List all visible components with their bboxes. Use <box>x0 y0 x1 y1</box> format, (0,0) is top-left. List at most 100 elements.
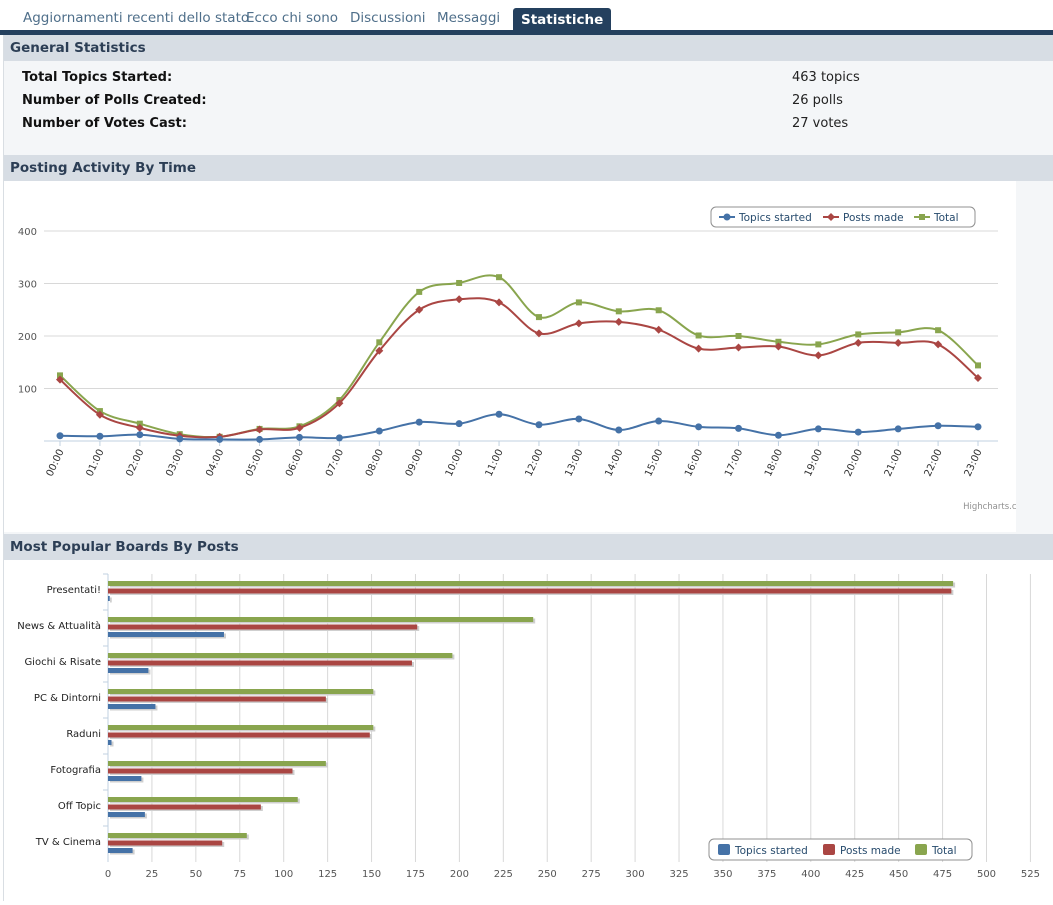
line-point-total <box>735 333 742 339</box>
line-chart-x-tick-label: 17:00 <box>723 448 745 479</box>
line-point-total <box>975 362 981 369</box>
line-chart-x-tick-label: 12:00 <box>524 448 546 479</box>
general-statistics-title: General Statistics <box>10 40 146 56</box>
stat-label-topics: Total Topics Started: <box>22 70 173 85</box>
bar-posts <box>108 804 261 810</box>
bar-topics <box>108 632 224 637</box>
bar-posts <box>108 768 293 774</box>
bar-chart-category-label: Giochi & Risate <box>24 657 101 668</box>
line-chart-x-tick-label: 16:00 <box>683 448 705 479</box>
line-point-posts <box>335 399 344 408</box>
bar-total <box>108 689 374 694</box>
bar-chart-x-tick-label: 0 <box>105 869 111 880</box>
line-point-topics <box>56 432 64 440</box>
line-point-total <box>935 327 942 334</box>
line-point-posts <box>854 338 863 347</box>
bar-shadow <box>110 597 112 603</box>
bar-legend-label: Posts made <box>840 845 901 857</box>
bar-chart-x-tick-label: 350 <box>713 869 732 880</box>
bar-chart-x-tick-label: 425 <box>845 869 864 880</box>
line-point-posts <box>56 375 64 384</box>
line-point-posts <box>654 325 663 334</box>
line-point-topics <box>655 417 663 425</box>
bar-chart-category-label: News & Attualità <box>17 620 101 632</box>
bar-chart-legend: Topics started Posts made Total <box>708 838 973 861</box>
line-point-topics <box>894 425 902 433</box>
tab-discussions[interactable]: Discussioni <box>350 10 426 26</box>
bar-chart-x-tick-label: 300 <box>626 869 645 880</box>
bar-chart-x-tick-label: 475 <box>933 869 952 880</box>
line-point-total <box>695 332 702 339</box>
line-point-topics <box>615 426 623 434</box>
line-chart-x-tick-label: 10:00 <box>444 448 466 479</box>
bar-chart-x-tick-label: 225 <box>494 869 513 880</box>
bar-chart-category-label: Raduni <box>66 729 101 740</box>
line-point-posts <box>415 305 424 314</box>
bar-legend-label: Topics started <box>734 845 808 857</box>
line-point-total <box>136 420 143 427</box>
line-chart-x-tick-label: 19:00 <box>803 448 825 479</box>
line-point-posts <box>135 423 144 432</box>
line-point-topics <box>974 423 982 431</box>
bar-legend-label: Total <box>931 845 957 857</box>
tab-messages[interactable]: Messaggi <box>437 10 501 26</box>
line-point-posts <box>774 342 783 351</box>
line-point-topics <box>216 435 224 443</box>
bar-posts <box>108 588 952 594</box>
bar-chart-x-tick-label: 250 <box>538 869 557 880</box>
line-point-topics <box>295 433 303 441</box>
line-point-total <box>895 329 902 336</box>
tab-status-updates[interactable]: Aggiornamenti recenti dello stato <box>23 10 250 26</box>
line-point-topics <box>575 415 583 423</box>
line-chart-y-tick-label: 300 <box>18 280 37 291</box>
posting-activity-chart-area: 100 200 300 400 00:00 01:00 02:00 03:00 04:00 05:… <box>4 181 1030 532</box>
line-chart-x-tick-label: 11:00 <box>484 448 506 479</box>
bar-chart-x-tick-label: 450 <box>889 869 908 880</box>
posting-activity-header: Posting Activity By Time <box>4 155 1053 181</box>
profile-tabs: Aggiornamenti recenti dello stato Ecco c… <box>0 0 1053 30</box>
tab-statistics[interactable]: Statistiche <box>513 8 612 30</box>
bar-chart-x-tick-label: 325 <box>669 869 688 880</box>
line-point-total <box>376 339 383 346</box>
line-point-posts <box>734 343 743 352</box>
bar-topics <box>108 776 142 781</box>
line-point-posts <box>614 317 623 326</box>
popular-boards-chart-area: 0 25 50 75 100 125 150 175 200 225 250 275 300 325 350… <box>4 560 1053 901</box>
line-chart-x-tick-label: 04:00 <box>204 448 226 479</box>
line-chart-x-tick-label: 14:00 <box>603 448 625 479</box>
bar-chart-category-label: Presentati! <box>47 585 101 596</box>
line-point-posts <box>95 410 104 419</box>
general-statistics-header: General Statistics <box>4 35 1053 61</box>
line-point-total <box>815 341 822 348</box>
posting-activity-chart: 100 200 300 400 00:00 01:00 02:00 03:00 04:00 05:… <box>18 206 1030 512</box>
line-point-total <box>655 307 662 314</box>
line-point-posts <box>255 425 264 434</box>
line-point-topics <box>176 435 184 443</box>
highcharts-credit: Highcharts.com <box>963 502 1016 512</box>
line-point-posts <box>534 329 543 338</box>
bar-chart-x-tick-label: 125 <box>318 869 337 880</box>
bar-chart-x-tick-label: 525 <box>1021 869 1040 880</box>
bar-chart-category-label: Fotografia <box>50 765 101 776</box>
line-point-topics <box>495 410 503 418</box>
bar-topics <box>108 848 133 853</box>
line-point-posts <box>814 351 823 360</box>
bar-legend-swatch <box>823 844 835 855</box>
bar-chart-x-tick-label: 275 <box>582 869 601 880</box>
tab-about-me[interactable]: Ecco chi sono <box>246 10 339 26</box>
line-point-posts <box>974 374 982 382</box>
bar-topics <box>108 704 156 709</box>
line-point-posts <box>934 340 943 349</box>
line-point-total <box>535 314 542 321</box>
line-point-posts <box>694 344 703 353</box>
line-chart-x-tick-label: 02:00 <box>124 448 146 479</box>
line-point-topics <box>136 431 144 439</box>
line-point-topics <box>335 434 343 442</box>
bar-chart-legend-box <box>708 838 973 861</box>
general-statistics-panel: General Statistics <box>3 35 1053 155</box>
line-chart-x-tick-label: 06:00 <box>284 448 306 479</box>
line-chart-x-tick-label: 07:00 <box>324 448 346 479</box>
bar-posts <box>108 696 326 702</box>
line-chart-x-tick-label: 09:00 <box>404 448 426 479</box>
line-chart-y-tick-label: 400 <box>18 227 37 238</box>
